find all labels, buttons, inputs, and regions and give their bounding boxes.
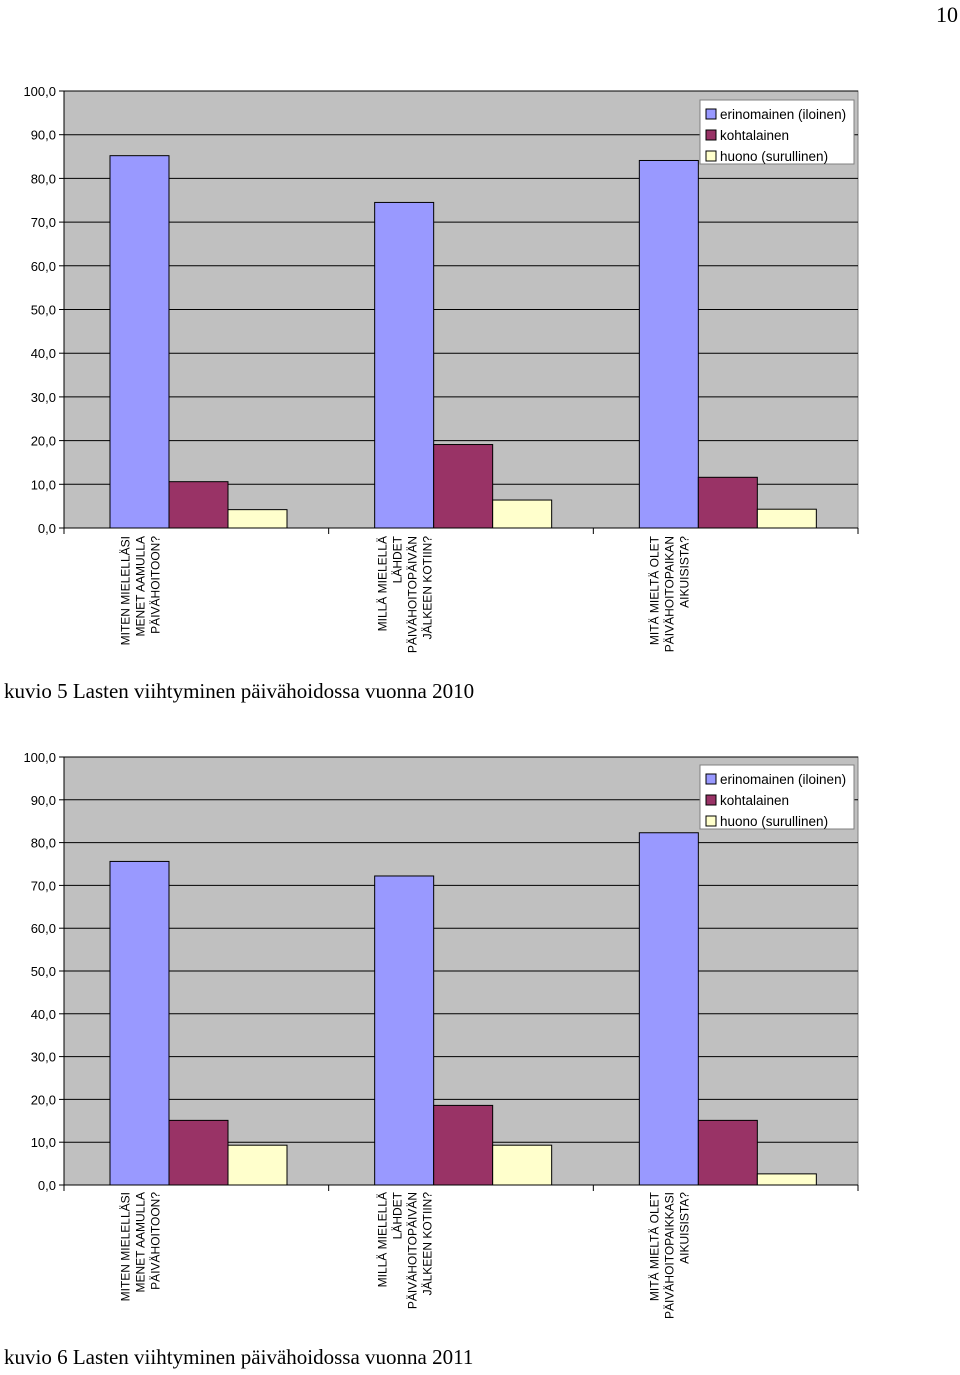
- y-tick-label: 90,0: [31, 793, 56, 808]
- y-tick-label: 70,0: [31, 878, 56, 893]
- category-label: MITÄ MIELTÄ OLET PÄIVÄHOITOPAIKAN AIKUISIS…: [648, 535, 692, 652]
- bar-erinomainen: [638, 832, 699, 1186]
- y-tick-label: 10,0: [31, 1135, 56, 1150]
- chart-2010: 0,0 10,0 20,0 30,0 40,0 50,0 60,0 70,0 80,0 90,0 1…: [4, 84, 859, 703]
- category-label-line: JÄLKEEN KOTIIN?: [421, 1192, 435, 1296]
- chart-caption-2011: kuvio 6 Lasten viihtyminen päivähoidossa…: [4, 1345, 474, 1369]
- legend-label: erinomainen (iloinen): [720, 107, 846, 122]
- y-tick-label: 0,0: [38, 1178, 56, 1193]
- category-label-line: AIKUISISTA?: [678, 536, 692, 608]
- y-tick-label: 50,0: [31, 964, 56, 979]
- category-label-line: LÄHDET: [391, 1191, 405, 1239]
- y-tick-label: 10,0: [31, 477, 56, 492]
- category-label-line: JÄLKEEN KOTIIN?: [421, 536, 435, 640]
- legend-box: [699, 99, 855, 165]
- y-tick-label: 70,0: [31, 215, 56, 230]
- category-label: MITÄ MIELTÄ OLET PÄIVÄHOITOPAIKKASI AIKUIS…: [648, 1191, 692, 1319]
- y-tick-label: 40,0: [31, 1007, 56, 1022]
- legend-label: kohtalainen: [720, 793, 789, 808]
- y-tick-label: 40,0: [31, 346, 56, 361]
- legend-label: erinomainen (iloinen): [720, 772, 846, 787]
- y-tick-label: 0,0: [38, 521, 56, 536]
- bar-huono: [227, 509, 288, 529]
- y-tick-label: 60,0: [31, 259, 56, 274]
- legend-swatch: [705, 129, 717, 141]
- legend-swatch: [705, 108, 717, 120]
- bar-kohtalainen: [433, 1104, 494, 1186]
- legend-swatch: [705, 815, 717, 827]
- category-label: MITEN MIELELLÄSI MENET AAMULLA PÄIVÄHOITOO…: [118, 1192, 162, 1302]
- category-label-line: MENET AAMULLA: [133, 1192, 147, 1292]
- legend-box: [699, 764, 855, 830]
- bar-kohtalainen: [697, 1119, 758, 1186]
- bar-erinomainen: [109, 155, 170, 529]
- bar-chart-2011: 0,0 10,0 20,0 30,0 40,0 50,0 60,0 70,0 80,0 90,0 1…: [23, 750, 859, 1319]
- bar-erinomainen: [638, 159, 699, 529]
- bar-huono: [492, 499, 553, 529]
- y-tick-label: 30,0: [31, 390, 56, 405]
- bar-kohtalainen: [433, 444, 494, 529]
- category-label: MITEN MIELELLÄSI MENET AAMULLA PÄIVÄHOITOO…: [118, 536, 162, 646]
- category-label-line: MILLÄ MIELELLÄ: [376, 1192, 390, 1287]
- category-label: MILLÄ MIELELLÄ LÄHDET PÄIVÄHOITOPÄIVÄN JÄLK…: [376, 535, 435, 653]
- bar-huono: [227, 1144, 288, 1186]
- legend-swatch: [705, 794, 717, 806]
- category-label-line: MITÄ MIELTÄ OLET: [648, 1191, 662, 1301]
- y-tick-label: 20,0: [31, 434, 56, 449]
- category-label-line: PÄIVÄHOITOPAIKKASI: [663, 1192, 677, 1319]
- category-label-line: PÄIVÄHOITOON?: [148, 1192, 162, 1290]
- y-tick-label: 100,0: [23, 84, 56, 99]
- legend-swatch: [705, 773, 717, 785]
- y-tick-label: 50,0: [31, 303, 56, 318]
- bar-erinomainen: [109, 860, 170, 1186]
- category-label-line: MENET AAMULLA: [133, 536, 147, 636]
- y-tick-label: 60,0: [31, 921, 56, 936]
- legend-label: huono (surullinen): [720, 814, 828, 829]
- category-label-line: PÄIVÄHOITOPAIKAN: [663, 536, 677, 652]
- y-tick-label: 80,0: [31, 171, 56, 186]
- bar-erinomainen: [374, 875, 435, 1186]
- category-label-line: MITÄ MIELTÄ OLET: [648, 535, 662, 645]
- bar-huono: [756, 1173, 817, 1186]
- bar-huono: [492, 1144, 553, 1186]
- category-label-line: AIKUISISTA?: [678, 1192, 692, 1264]
- legend-label: kohtalainen: [720, 128, 789, 143]
- y-tick-label: 90,0: [31, 128, 56, 143]
- category-label-line: MITEN MIELELLÄSI: [118, 536, 132, 645]
- bar-kohtalainen: [168, 1119, 229, 1186]
- y-tick-label: 80,0: [31, 836, 56, 851]
- legend-label: huono (surullinen): [720, 149, 828, 164]
- category-label-line: PÄIVÄHOITOON?: [148, 536, 162, 634]
- chart-caption-2010: kuvio 5 Lasten viihtyminen päivähoidossa…: [4, 679, 475, 703]
- bar-kohtalainen: [697, 476, 758, 529]
- category-label: MILLÄ MIELELLÄ LÄHDET PÄIVÄHOITOPÄIVÄN JÄLK…: [376, 1191, 435, 1309]
- category-label-line: PÄIVÄHOITOPÄIVÄN: [406, 1192, 420, 1309]
- bar-kohtalainen: [168, 481, 229, 529]
- y-tick-label: 30,0: [31, 1050, 56, 1065]
- bar-chart-2010: 0,0 10,0 20,0 30,0 40,0 50,0 60,0 70,0 80,0 90,0 1…: [23, 84, 859, 653]
- y-tick-label: 100,0: [23, 750, 56, 765]
- category-label-line: MILLÄ MIELELLÄ: [376, 536, 390, 631]
- y-tick-label: 20,0: [31, 1092, 56, 1107]
- bar-huono: [756, 508, 817, 529]
- category-label-line: LÄHDET: [391, 535, 405, 583]
- category-label-line: MITEN MIELELLÄSI: [118, 1192, 132, 1301]
- bar-erinomainen: [374, 201, 435, 529]
- category-label-line: PÄIVÄHOITOPÄIVÄN: [406, 536, 420, 653]
- legend-swatch: [705, 150, 717, 162]
- page-number: 10: [936, 2, 958, 27]
